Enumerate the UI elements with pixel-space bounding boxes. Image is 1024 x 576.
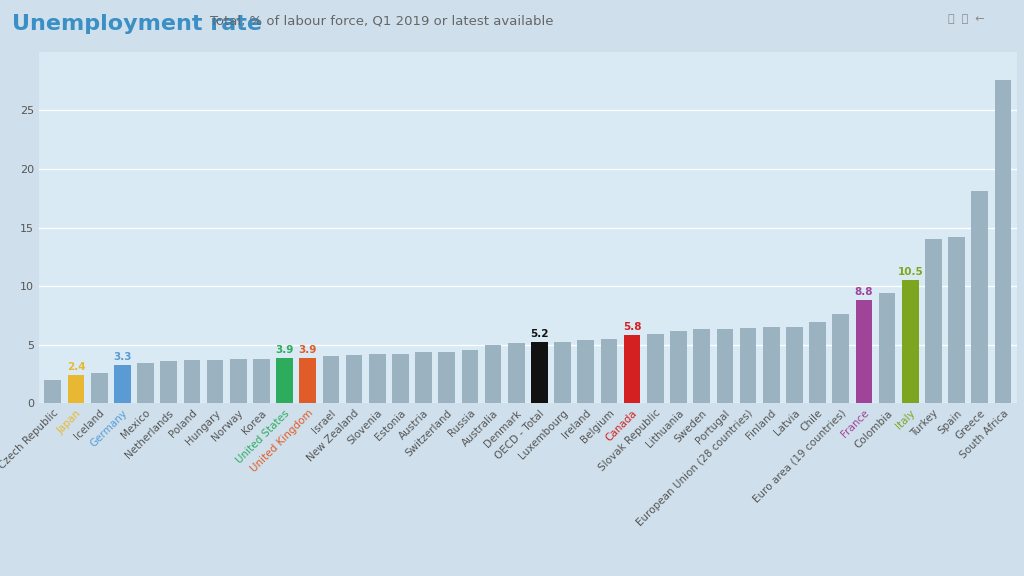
Bar (207, 360, 223, 403)
Bar (855, 300, 872, 403)
Text: 2.4: 2.4 (67, 362, 85, 372)
Bar (183, 360, 201, 403)
Bar (68, 375, 84, 403)
Bar (670, 331, 687, 403)
Text: ⓘ  ⤢  ←: ⓘ ⤢ ← (948, 14, 985, 24)
Bar (972, 191, 988, 403)
Bar (276, 358, 293, 403)
Bar (137, 363, 154, 403)
Text: 3.3: 3.3 (113, 351, 132, 362)
Bar (369, 354, 386, 403)
Bar (299, 358, 316, 403)
Bar (484, 344, 502, 403)
Bar (717, 329, 733, 403)
Bar (647, 334, 664, 403)
Text: 5.2: 5.2 (530, 329, 549, 339)
Bar (161, 361, 177, 403)
Text: 3.9: 3.9 (275, 344, 294, 355)
Text: 8.8: 8.8 (855, 287, 873, 297)
Bar (994, 80, 1012, 403)
Text: 10.5: 10.5 (897, 267, 923, 277)
Bar (508, 343, 524, 403)
Bar (229, 359, 247, 403)
Bar (531, 342, 548, 403)
Bar (879, 293, 895, 403)
Bar (346, 355, 362, 403)
Text: Total, % of labour force, Q1 2019 or latest available: Total, % of labour force, Q1 2019 or lat… (210, 14, 553, 28)
Text: Unemployment rate: Unemployment rate (12, 14, 262, 35)
Bar (902, 281, 919, 403)
Bar (925, 239, 942, 403)
Bar (438, 352, 455, 403)
Bar (763, 327, 779, 403)
Bar (44, 380, 61, 403)
Bar (624, 335, 640, 403)
Bar (253, 359, 269, 403)
Bar (91, 373, 108, 403)
Bar (809, 323, 826, 403)
Bar (948, 237, 965, 403)
Bar (693, 329, 710, 403)
Bar (601, 339, 617, 403)
Bar (416, 352, 432, 403)
Bar (114, 365, 131, 403)
Bar (462, 350, 478, 403)
Bar (786, 327, 803, 403)
Bar (554, 342, 571, 403)
Bar (392, 354, 409, 403)
Bar (323, 357, 339, 403)
Text: 3.9: 3.9 (299, 344, 316, 355)
Bar (833, 314, 849, 403)
Bar (739, 328, 757, 403)
Text: 5.8: 5.8 (623, 323, 641, 332)
Bar (578, 340, 594, 403)
